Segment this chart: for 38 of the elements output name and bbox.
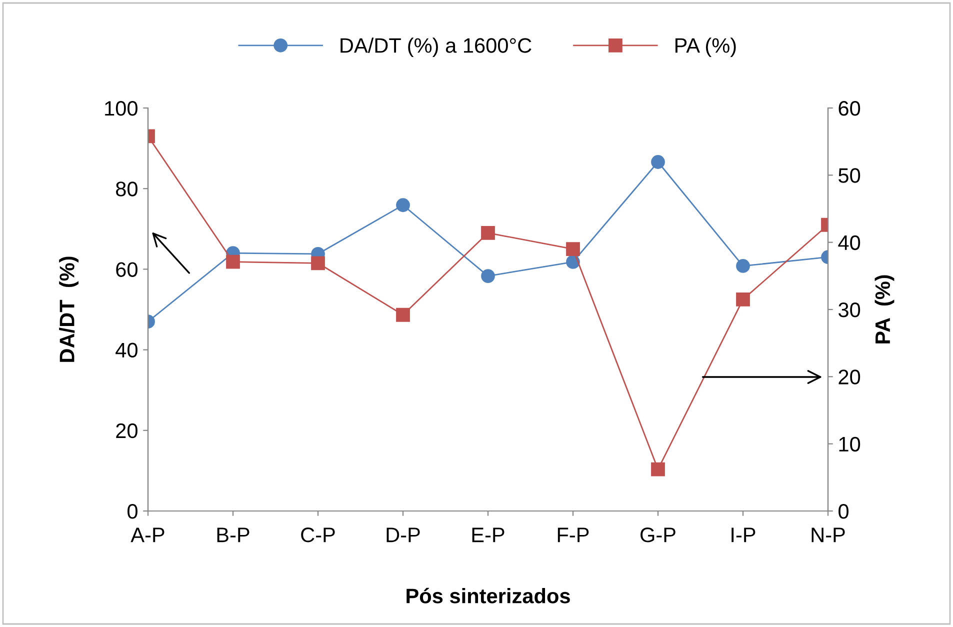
legend-label: DA/DT (%) a 1600°C — [340, 38, 532, 57]
x-tick-label: D-P — [386, 528, 420, 542]
x-axis-title: Pós sinterizados — [406, 588, 570, 604]
point — [566, 242, 580, 256]
x-tick-label: G-P — [640, 528, 676, 542]
y-axis-title: DA/DT (%) — [59, 256, 79, 362]
x-tick-label: F-P — [558, 528, 589, 542]
x-tick-label: A-P — [130, 528, 164, 542]
x-tick-label: E-P — [472, 528, 504, 542]
y-tick-label: 100 — [105, 101, 138, 116]
y-tick-label: 0 — [128, 504, 138, 519]
y2-tick-label: 0 — [838, 504, 848, 519]
x-tick-label: B-P — [217, 528, 250, 542]
x-tick-label: N-P — [812, 528, 845, 542]
point — [396, 308, 410, 322]
point — [651, 155, 665, 169]
point — [226, 254, 240, 269]
point — [481, 226, 495, 240]
point — [736, 259, 750, 273]
y-tick-label: 60 — [116, 262, 138, 277]
y2-tick-label: 20 — [838, 370, 860, 384]
x-tick-label: I-P — [732, 528, 756, 542]
y2-axis-title: PA (%) — [874, 275, 894, 344]
y-tick-label: 80 — [116, 182, 138, 196]
y2-tick-label: 50 — [838, 168, 860, 183]
y2-tick-label: 10 — [839, 436, 860, 452]
legend-label: PA (%) — [675, 38, 736, 57]
x-tick-label: C-P — [301, 528, 335, 542]
y2-tick-label: 40 — [838, 235, 860, 250]
y2-tick-label: 30 — [838, 302, 860, 318]
point — [311, 256, 325, 270]
y-tick-label: 40 — [116, 342, 138, 358]
point — [736, 292, 750, 306]
y2-tick-label: 60 — [838, 101, 860, 116]
point — [481, 269, 495, 283]
point — [651, 462, 665, 476]
y-tick-label: 20 — [116, 423, 138, 438]
point — [396, 198, 410, 212]
